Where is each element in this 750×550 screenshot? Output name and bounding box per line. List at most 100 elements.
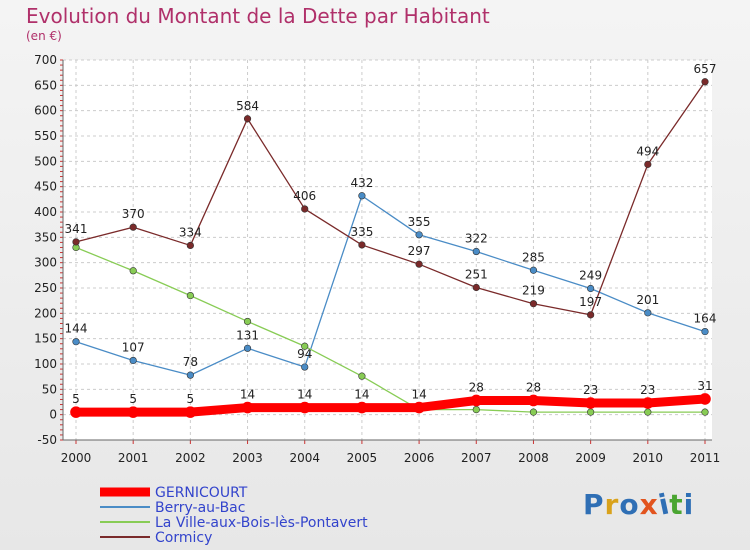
data-point [587, 311, 595, 319]
data-point [72, 238, 80, 246]
data-point [243, 115, 252, 123]
y-tick-label: 150 [34, 332, 57, 346]
plot-area [63, 60, 712, 440]
data-label: 251 [465, 267, 488, 281]
data-point [243, 344, 252, 352]
data-point [472, 247, 480, 256]
y-tick-label: 250 [34, 281, 57, 295]
data-point [301, 363, 309, 371]
x-tick-label: 2003 [232, 451, 263, 465]
data-label: 14 [297, 388, 312, 402]
x-tick-label: 2004 [289, 451, 320, 465]
data-point [587, 408, 595, 416]
data-point [699, 393, 711, 405]
data-label: 355 [408, 215, 431, 229]
data-label: 23 [640, 383, 655, 397]
data-label: 201 [636, 293, 659, 307]
data-point [241, 401, 254, 414]
chart-subtitle: (en €) [26, 29, 62, 43]
data-point [472, 283, 480, 292]
data-point [356, 401, 368, 414]
data-point [358, 372, 366, 380]
data-label: 657 [694, 62, 717, 76]
x-tick-label: 2002 [175, 451, 206, 465]
chart-title: Evolution du Montant de la Dette par Hab… [26, 4, 490, 28]
data-label: 14 [240, 388, 255, 402]
data-label: 494 [636, 144, 659, 158]
data-label: 197 [579, 295, 602, 309]
data-point [529, 266, 538, 274]
data-label: 5 [129, 392, 137, 406]
data-point [301, 205, 309, 213]
x-tick-label: 2006 [404, 451, 435, 465]
legend-label: Berry-au-Bac [155, 500, 245, 516]
y-tick-label: 0 [49, 408, 57, 422]
data-point [470, 394, 483, 407]
data-label: 370 [122, 207, 145, 221]
data-label: 31 [697, 379, 712, 393]
data-point [413, 401, 425, 414]
y-tick-label: 700 [34, 53, 57, 67]
y-tick-label: 400 [34, 205, 57, 219]
data-point [584, 397, 597, 409]
data-point [184, 406, 197, 418]
data-label: 107 [122, 340, 145, 354]
x-tick-label: 2005 [347, 451, 378, 465]
logo-letter: P [583, 488, 605, 521]
data-point [301, 342, 309, 350]
y-tick-label: -50 [37, 433, 57, 447]
data-point [72, 338, 80, 346]
logo-letter: r [604, 488, 620, 521]
x-tick-label: 2008 [518, 451, 549, 465]
data-point [701, 78, 709, 86]
data-label: 432 [350, 176, 373, 190]
data-label: 334 [179, 225, 202, 239]
legend-label: GERNICOURT [155, 485, 248, 501]
x-tick-label: 2001 [118, 451, 149, 465]
data-point [298, 401, 311, 414]
data-point [644, 408, 652, 416]
data-point [587, 284, 595, 293]
data-point [358, 241, 366, 249]
data-label: 28 [526, 380, 541, 394]
data-point [415, 231, 423, 239]
data-point [527, 394, 540, 407]
y-tick-label: 100 [34, 357, 57, 371]
data-point [186, 371, 194, 379]
data-point [472, 406, 480, 414]
y-tick-label: 550 [34, 129, 57, 143]
logo-letter: i [683, 488, 695, 521]
series-cormicy: 341 370 334 584 406 335 297 251 219 197 494 657 [65, 62, 717, 319]
data-point [243, 317, 252, 326]
y-tick-label: 200 [34, 306, 57, 320]
series-line [76, 394, 706, 417]
data-label: 94 [297, 347, 312, 361]
logo-letter: t [669, 488, 684, 521]
data-label: 14 [411, 388, 426, 402]
data-point [644, 309, 652, 317]
y-tick-label: 350 [34, 230, 57, 244]
series-line [75, 246, 705, 413]
series-berry-au-bac: 144 107 78 131 94 432 355 322 285 249 201 164 [65, 176, 716, 379]
series-line [75, 81, 706, 316]
x-tick-label: 2000 [61, 451, 92, 465]
y-tick-label: 500 [34, 154, 57, 168]
data-point [129, 267, 137, 275]
legend-label: La Ville-aux-Bois-lès-Pontavert [155, 515, 368, 531]
data-label: 5 [72, 392, 80, 406]
data-label: 131 [236, 328, 259, 342]
data-label: 219 [522, 284, 545, 298]
x-tick-label: 2010 [633, 451, 664, 465]
logo-letter: o [619, 488, 640, 521]
data-point [529, 300, 538, 308]
data-label: 249 [579, 269, 602, 283]
data-point [644, 160, 652, 168]
data-point [415, 260, 423, 268]
x-tick-label: 2009 [575, 451, 606, 465]
series-gernicourt: 5 5 5 14 14 14 14 28 28 23 23 31 [70, 379, 713, 418]
logo-letter: x [639, 488, 659, 521]
data-label: 144 [65, 322, 88, 336]
series-line [75, 195, 706, 376]
data-point [186, 241, 194, 250]
